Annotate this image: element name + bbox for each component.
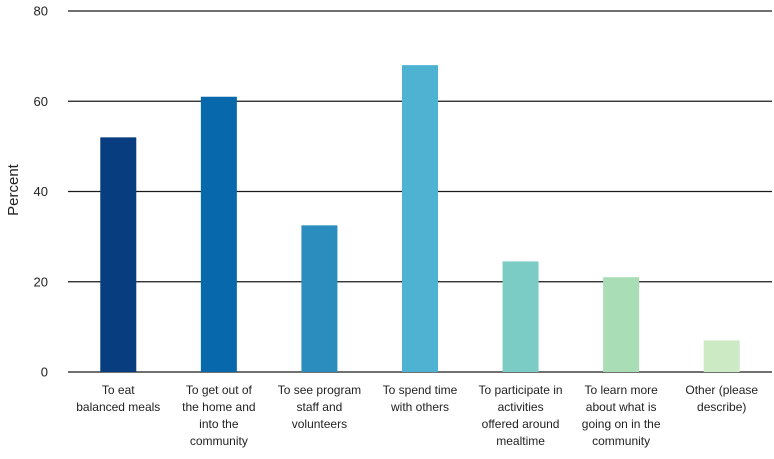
y-tick-label: 40 [34,184,48,199]
bar-6 [603,277,640,372]
x-tick-label: To spend time with others [383,383,458,414]
y-tick-label: 20 [34,274,48,289]
y-axis-label: Percent [5,163,22,216]
bar-4 [402,65,438,373]
y-axis-ticks: 0 20 40 60 80 [34,4,48,380]
x-tick-label: To see program staff and volunteers [278,383,361,431]
y-tick-label: 80 [34,4,48,19]
x-axis-tick-labels: To eat balanced meals To get out of the hom… [76,383,758,448]
y-tick-label: 60 [34,94,48,109]
x-tick-label: To participate in activities offered aroun… [479,383,563,448]
x-tick-label: To get out of the home and into the communi… [182,383,255,448]
bar-1 [100,137,137,372]
bar-7 [703,340,740,372]
x-tick-label: To eat balanced meals [76,383,160,414]
bar-2 [200,96,237,373]
y-tick-label: 0 [41,365,48,380]
x-tick-label: To learn more about what is going on in th… [582,383,661,448]
x-tick-label: Other (please describe) [685,383,758,414]
bars [100,65,740,373]
bar-3 [301,225,338,372]
bar-5 [502,261,539,372]
